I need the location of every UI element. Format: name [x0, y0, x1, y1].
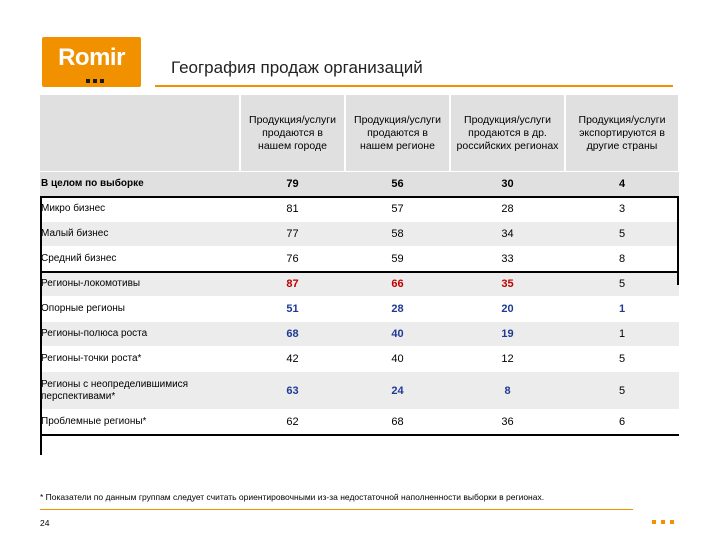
value-cell: 36 [450, 409, 565, 435]
logo-text: Romir [58, 44, 125, 71]
table-left-border [40, 197, 42, 455]
value-cell: 62 [240, 409, 345, 435]
table-row: Опорные регионы 51 28 20 1 [40, 296, 679, 322]
row-label: Средний бизнес [40, 246, 240, 272]
header-region: Продукция/услуги продаются в нашем регио… [345, 95, 451, 172]
value-cell: 8 [450, 371, 565, 410]
table-header-row: Продукция/услуги продаются в нашем город… [40, 95, 680, 172]
value-cell: 87 [240, 271, 345, 297]
table-row: Регионы-точки роста* 42 40 12 5 [40, 346, 679, 372]
row-label: В целом по выборке [40, 171, 240, 197]
table-row: Средний бизнес 76 59 33 8 [40, 246, 679, 272]
value-cell: 19 [450, 321, 565, 347]
table-row: Регионы-локомотивы 87 66 35 5 [40, 271, 679, 297]
value-cell: 68 [240, 321, 345, 347]
value-cell: 63 [240, 371, 345, 410]
row-label: Проблемные регионы* [40, 409, 240, 435]
value-cell: 20 [450, 296, 565, 322]
value-cell: 58 [345, 221, 450, 247]
value-cell: 40 [345, 346, 450, 372]
romir-logo: Romir [42, 37, 141, 87]
value-cell: 24 [345, 371, 450, 410]
value-cell: 8 [565, 246, 679, 272]
value-cell: 59 [345, 246, 450, 272]
row-label: Малый бизнес [40, 221, 240, 247]
title-rule [155, 85, 673, 87]
value-cell: 76 [240, 246, 345, 272]
footnote: * Показатели по данным группам следует с… [40, 492, 545, 502]
value-cell: 57 [345, 196, 450, 222]
table-row: Проблемные регионы* 62 68 36 6 [40, 409, 679, 435]
table-row: Регионы с неопределившимися перспективам… [40, 371, 679, 410]
value-cell: 35 [450, 271, 565, 297]
value-cell: 66 [345, 271, 450, 297]
footer-dots [652, 511, 679, 529]
value-cell: 28 [345, 296, 450, 322]
table-row: Регионы-полюса роста 68 40 19 1 [40, 321, 679, 347]
header-other-regions: Продукция/услуги продаются в др. российс… [450, 95, 566, 172]
value-cell: 34 [450, 221, 565, 247]
row-label: Регионы с неопределившимися перспективам… [40, 371, 240, 410]
table-row-total: В целом по выборке 79 56 30 4 [40, 171, 679, 197]
row-label: Регионы-полюса роста [40, 321, 240, 347]
value-cell: 30 [450, 171, 565, 197]
table-row: Микро бизнес 81 57 28 3 [40, 196, 679, 222]
value-cell: 5 [565, 221, 679, 247]
value-cell: 33 [450, 246, 565, 272]
row-label: Опорные регионы [40, 296, 240, 322]
value-cell: 5 [565, 271, 679, 297]
value-cell: 4 [565, 171, 679, 197]
value-cell: 77 [240, 221, 345, 247]
value-cell: 68 [345, 409, 450, 435]
row-label: Микро бизнес [40, 196, 240, 222]
value-cell: 28 [450, 196, 565, 222]
page-title: География продаж организаций [171, 58, 423, 77]
table-right-border [677, 197, 679, 285]
value-cell: 51 [240, 296, 345, 322]
logo-dots [86, 70, 108, 83]
value-cell: 1 [565, 321, 679, 347]
value-cell: 5 [565, 346, 679, 372]
page-number: 24 [40, 518, 50, 528]
value-cell: 81 [240, 196, 345, 222]
header-cell-empty [40, 95, 241, 172]
value-cell: 12 [450, 346, 565, 372]
value-cell: 56 [345, 171, 450, 197]
header-export: Продукция/услуги экспортируются в другие… [565, 95, 680, 172]
row-label: Регионы-локомотивы [40, 271, 240, 297]
table-row: Малый бизнес 77 58 34 5 [40, 221, 679, 247]
value-cell: 40 [345, 321, 450, 347]
footer-rule [40, 509, 633, 510]
row-label: Регионы-точки роста* [40, 346, 240, 372]
value-cell: 42 [240, 346, 345, 372]
value-cell: 1 [565, 296, 679, 322]
value-cell: 6 [565, 409, 679, 435]
header-city: Продукция/услуги продаются в нашем город… [240, 95, 346, 172]
value-cell: 3 [565, 196, 679, 222]
value-cell: 79 [240, 171, 345, 197]
sales-geography-table: Продукция/услуги продаются в нашем город… [40, 95, 680, 436]
value-cell: 5 [565, 371, 679, 410]
